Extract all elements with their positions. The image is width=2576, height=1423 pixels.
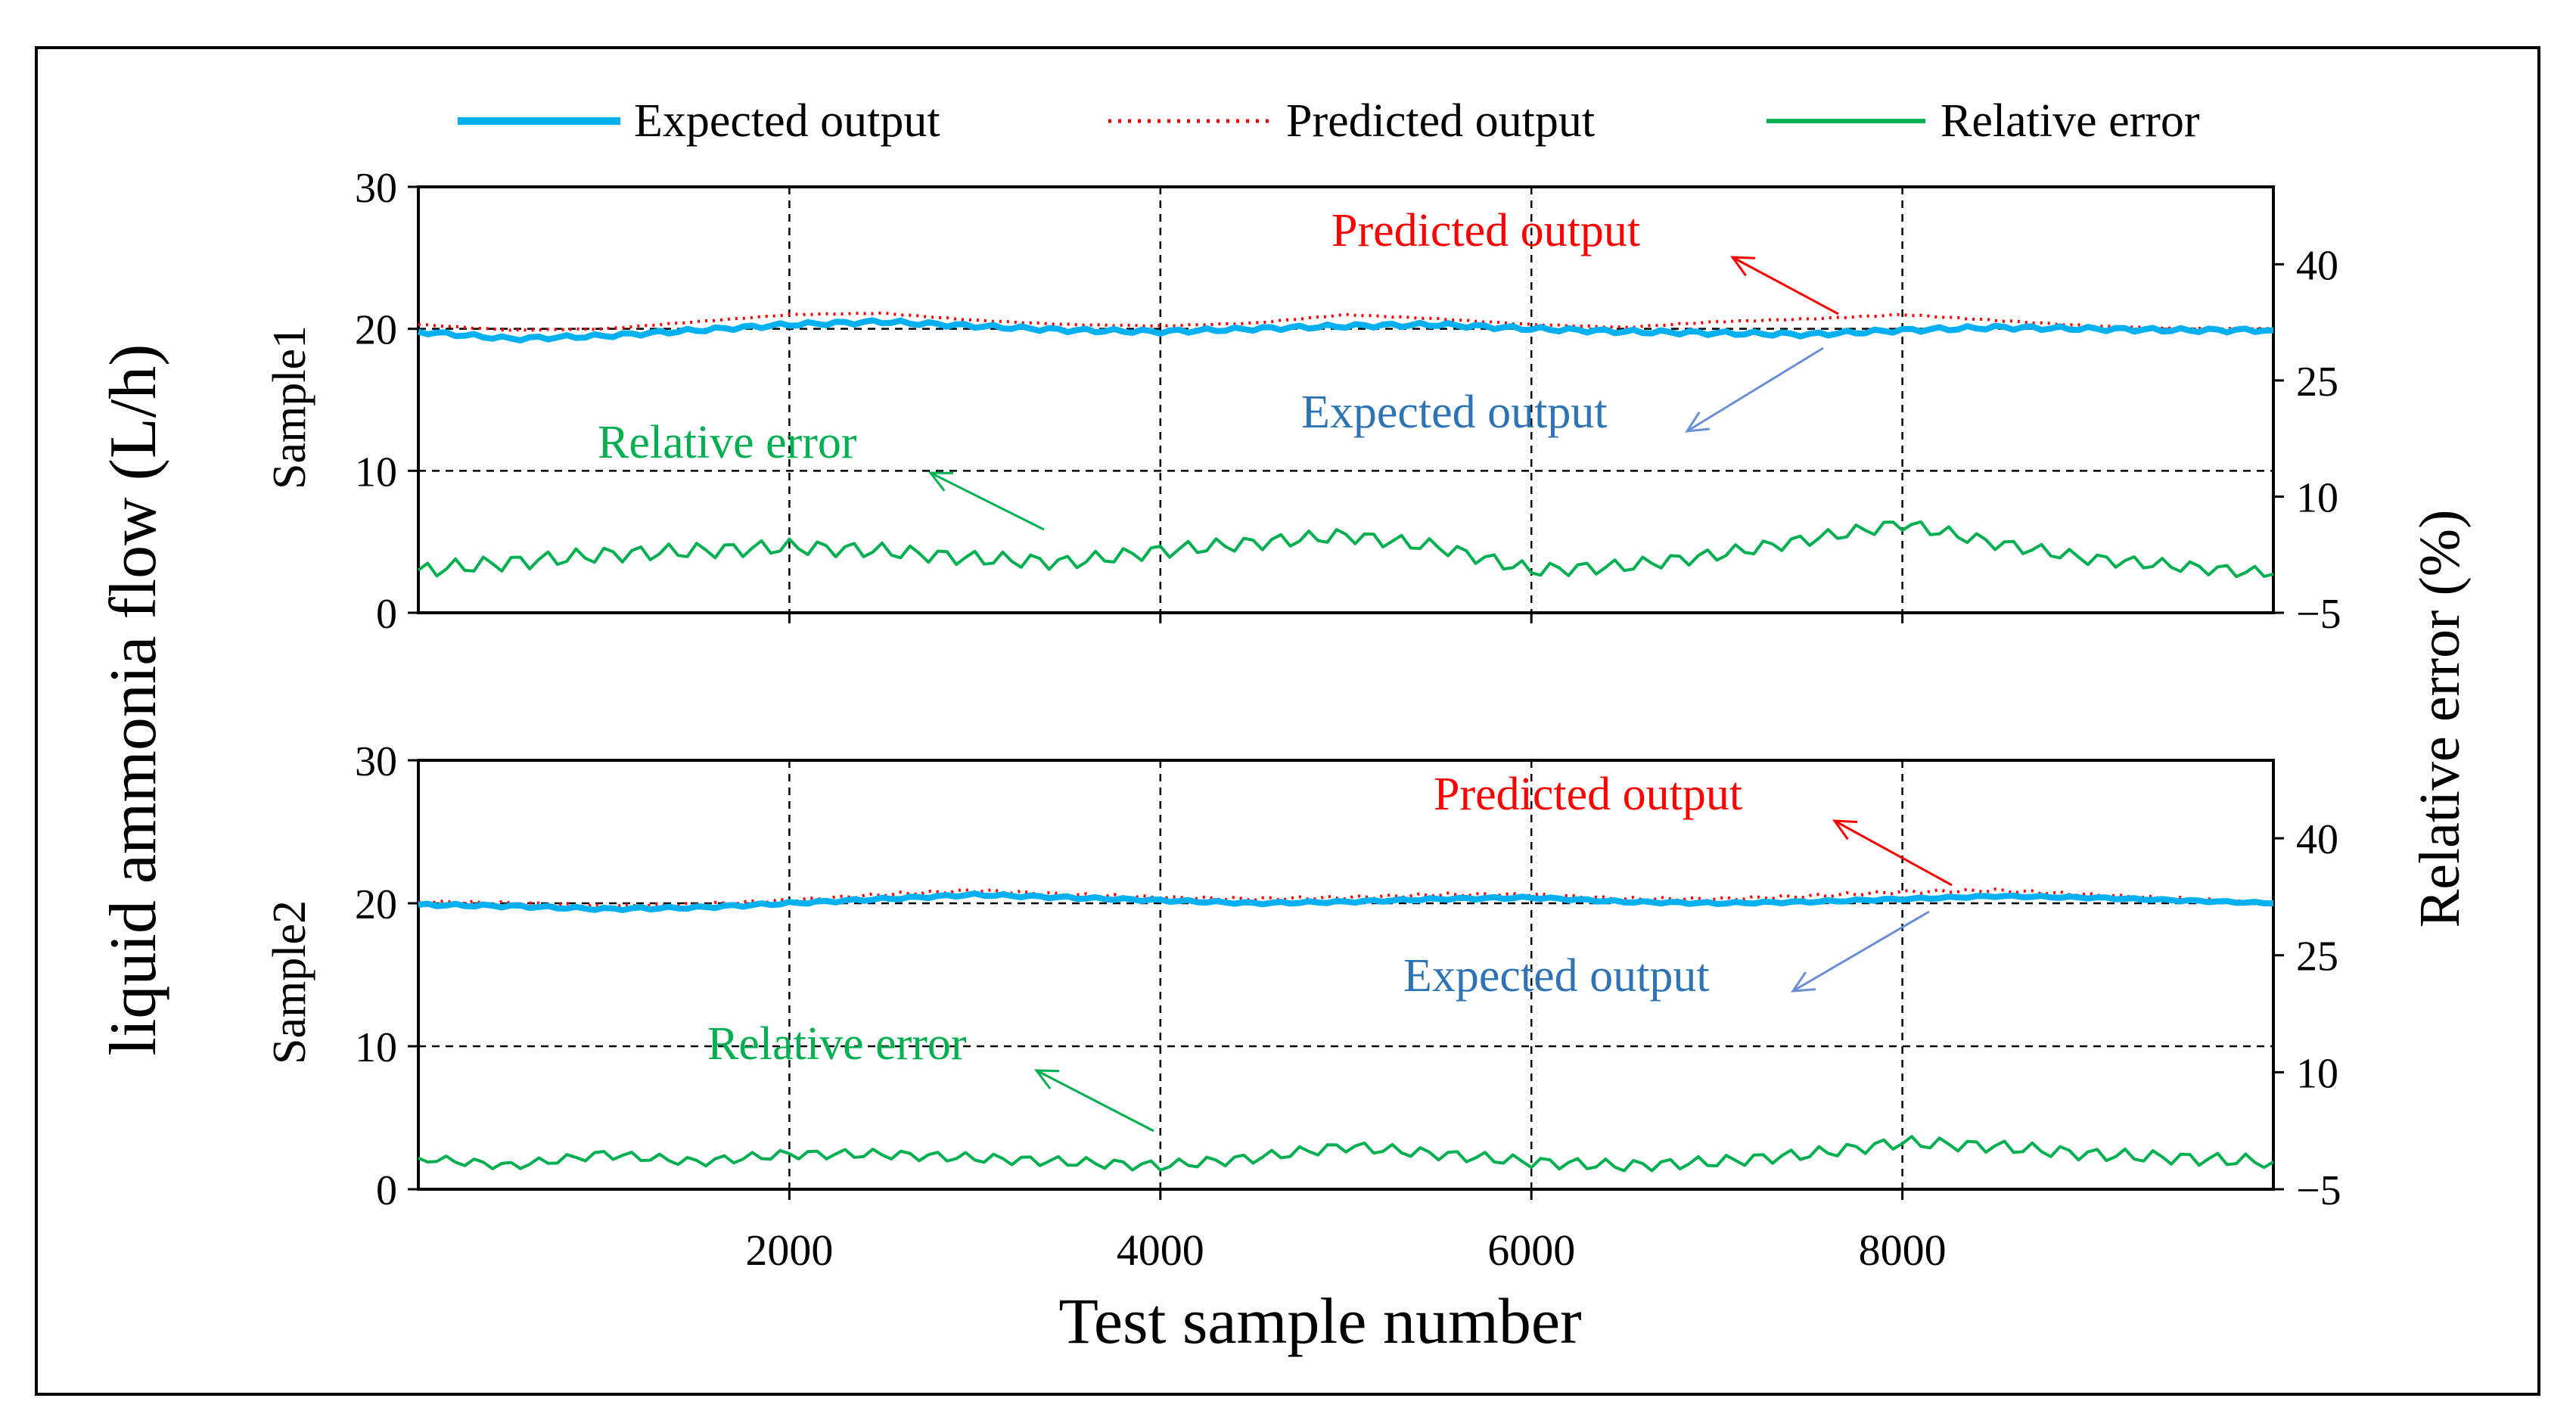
y-right-tick-label: 25 <box>2296 934 2338 980</box>
x-tick-label: 8000 <box>1859 1226 1947 1275</box>
series-expected-line <box>418 890 2273 913</box>
annotation-arrowhead <box>1685 411 1711 433</box>
y-left-tick-label: 0 <box>376 1167 397 1214</box>
legend-item-predicted: Predicted output <box>1108 95 1595 147</box>
x-axis-label: Test sample number <box>1058 1285 1581 1357</box>
y-left-tick-label: 30 <box>355 738 397 785</box>
annotation-arrowhead <box>1033 1069 1060 1089</box>
y-left-tick-label: 10 <box>355 1024 397 1071</box>
series-expected-line <box>417 317 2274 343</box>
y-right-tick-label: 25 <box>2296 359 2338 405</box>
annotation-predicted: Predicted output <box>1332 205 1640 256</box>
y-right-tick-label: 40 <box>2296 242 2338 289</box>
annotation-predicted: Predicted output <box>1434 769 1742 820</box>
panel-title: Sample1 <box>264 325 315 489</box>
annotation-arrow <box>1834 819 1953 887</box>
x-tick-label: 2000 <box>745 1226 833 1275</box>
panel-sample2: 0 10 20 30 −5 10 25 40 2000 4000 6000 8000 Sample2 Pr… <box>264 738 2341 1275</box>
legend: Expected output Predicted output Relativ… <box>458 95 2200 147</box>
plot-area-frame <box>417 185 2275 614</box>
y-right-tick-label: 10 <box>2296 474 2338 521</box>
annotation-error: Relative error <box>598 417 857 468</box>
y-right-tick-label: 40 <box>2296 816 2338 863</box>
series-error-line <box>417 520 2274 579</box>
y-left-tick-label: 20 <box>355 881 397 928</box>
y-left-tick-label: 10 <box>355 449 397 496</box>
y-right-tick-label: −5 <box>2296 591 2341 638</box>
y-right-tick-label: 10 <box>2296 1050 2338 1097</box>
annotation-arrow <box>1686 346 1824 433</box>
legend-label-expected: Expected output <box>634 95 940 147</box>
legend-item-expected: Expected output <box>458 95 940 147</box>
y-left-tick-label: 20 <box>355 307 397 354</box>
y-right-tick-label: −5 <box>2296 1167 2341 1214</box>
annotation-arrow <box>1732 256 1839 315</box>
annotation-arrow <box>1792 910 1930 993</box>
y-axis-left-label: liquid ammonia flow (L/h) <box>97 344 170 1056</box>
annotation-arrowhead <box>1729 256 1756 277</box>
plot-area-frame <box>417 759 2275 1191</box>
figure-frame <box>35 46 2540 1396</box>
panel-sample1: 0 10 20 30 −5 10 25 40 Sample1 Predicted output Ex… <box>264 165 2341 638</box>
x-tick-label: 6000 <box>1487 1226 1575 1275</box>
annotation-arrow <box>1036 1069 1154 1132</box>
annotation-arrow <box>930 471 1045 531</box>
y-axis-right-label: Relative error (%) <box>2408 510 2472 928</box>
annotation-error: Relative error <box>707 1018 967 1070</box>
annotation-arrowhead <box>928 471 954 492</box>
y-left-tick-label: 30 <box>355 165 397 212</box>
series-error-line <box>418 1135 2275 1173</box>
legend-label-error: Relative error <box>1941 95 2200 147</box>
annotation-arrowhead <box>1832 819 1858 840</box>
legend-label-predicted: Predicted output <box>1286 95 1595 147</box>
y-left-tick-label: 0 <box>376 591 397 638</box>
legend-item-error: Relative error <box>1767 95 2200 147</box>
annotation-expected: Expected output <box>1301 387 1608 438</box>
annotation-expected: Expected output <box>1403 950 1710 1002</box>
panel-title: Sample2 <box>264 900 315 1064</box>
x-tick-label: 4000 <box>1117 1226 1204 1275</box>
annotation-arrowhead <box>1791 971 1816 993</box>
